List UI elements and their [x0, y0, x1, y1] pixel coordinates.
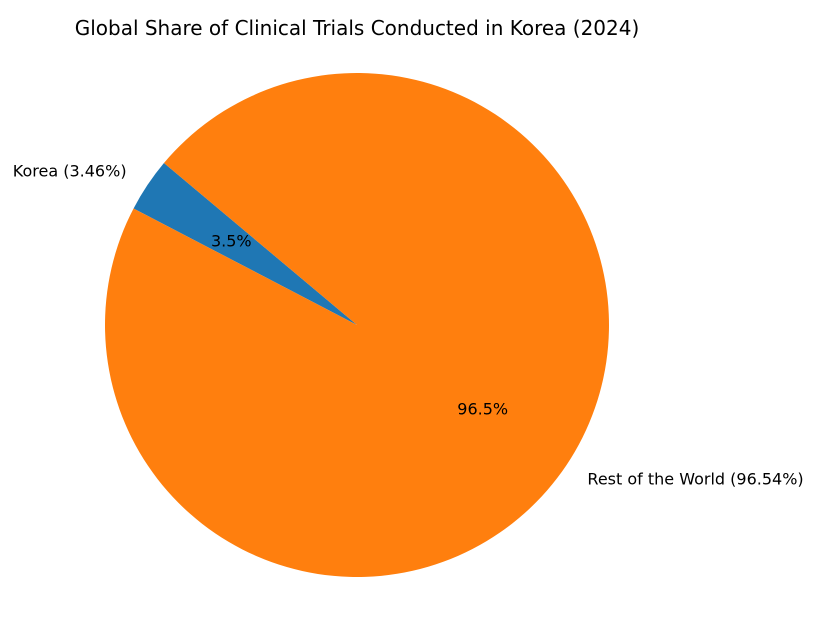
slice-label: Korea (3.46%): [13, 161, 127, 180]
pie-slice-rest-of-the-world: [105, 72, 610, 577]
pie-slice-korea: [133, 163, 357, 325]
chart-title: Global Share of Clinical Trials Conducte…: [74, 16, 640, 40]
pct-label: 3.5%: [211, 231, 252, 250]
slice-label: Rest of the World (96.54%): [587, 470, 803, 489]
pct-label: 96.5%: [457, 400, 508, 419]
